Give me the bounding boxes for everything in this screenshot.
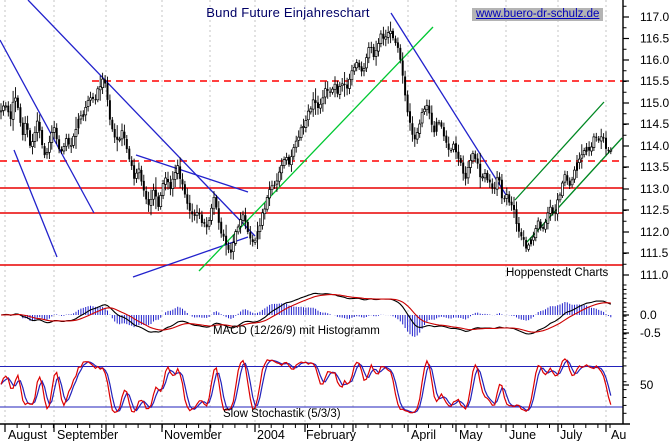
- svg-text:November: November: [164, 428, 222, 441]
- svg-text:117.0: 117.0: [640, 10, 669, 24]
- svg-text:2004: 2004: [257, 428, 285, 441]
- svg-text:50: 50: [640, 378, 654, 392]
- svg-text:116.0: 116.0: [640, 53, 669, 67]
- gridlines: [4, 0, 607, 424]
- svg-text:February: February: [306, 428, 357, 441]
- svg-text:May: May: [459, 428, 483, 441]
- time-axis: August September November 2004 February April…: [0, 423, 630, 441]
- svg-text:116.5: 116.5: [640, 32, 669, 46]
- macd-panel: [0, 292, 612, 337]
- svg-text:April: April: [411, 428, 436, 441]
- svg-text:111.0: 111.0: [640, 268, 669, 282]
- svg-text:113.0: 113.0: [640, 182, 669, 196]
- svg-text:113.5: 113.5: [640, 160, 669, 174]
- svg-text:114.0: 114.0: [640, 139, 669, 153]
- svg-text:-0.5: -0.5: [640, 326, 661, 340]
- svg-text:September: September: [57, 428, 118, 441]
- svg-text:112.5: 112.5: [640, 203, 669, 217]
- svg-text:111.5: 111.5: [640, 246, 669, 260]
- branding-label: Hoppenstedt Charts: [506, 267, 609, 279]
- macd-signal-line: [0, 294, 611, 333]
- stoch-k-line: [0, 358, 612, 414]
- svg-text:115.5: 115.5: [640, 74, 669, 88]
- svg-text:July: July: [560, 428, 583, 441]
- svg-text:Au: Au: [611, 428, 626, 441]
- trendlines: [0, 0, 623, 278]
- svg-text:114.5: 114.5: [640, 117, 669, 131]
- candles: [0, 21, 613, 260]
- svg-text:115.0: 115.0: [640, 96, 669, 110]
- stoch-panel-label: Slow Stochastik (5/3/3): [223, 408, 341, 420]
- svg-text:0.0: 0.0: [640, 308, 657, 322]
- price-levels: [0, 80, 623, 266]
- price-axis: 117.0 116.5 116.0 115.5 115.0 114.5 114.0 113.5…: [622, 0, 669, 424]
- stochastic-panel: [0, 358, 623, 414]
- svg-text:112.0: 112.0: [640, 225, 669, 239]
- svg-text:August: August: [8, 428, 47, 441]
- stoch-d-line: [0, 359, 612, 414]
- page-title: Bund Future Einjahreschart: [206, 5, 370, 20]
- macd-panel-label: MACD (12/26/9) mit Histogramm: [213, 325, 380, 337]
- watermark-url: www.buero-dr-schulz.de: [472, 8, 604, 21]
- svg-text:June: June: [509, 428, 536, 441]
